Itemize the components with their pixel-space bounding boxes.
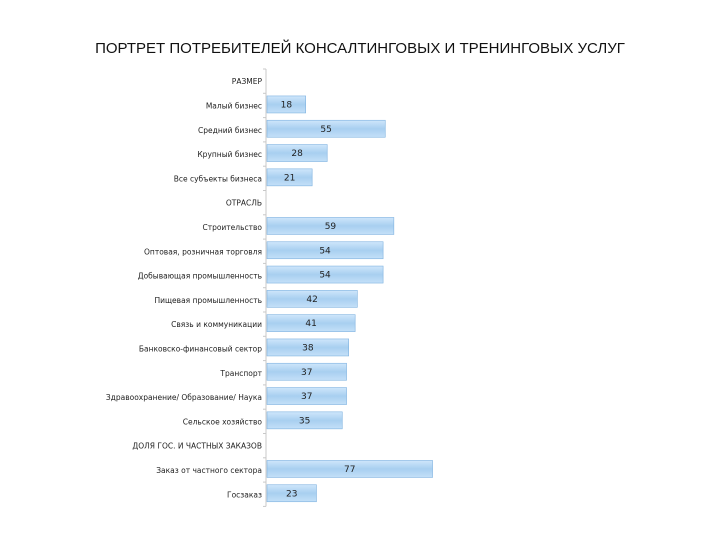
bar <box>266 144 328 162</box>
category-label: Оптовая, розничная торговля <box>144 247 262 256</box>
bar-value-label: 35 <box>299 416 310 426</box>
bar-value-label: 23 <box>286 489 297 499</box>
bar <box>266 460 433 478</box>
category-label: Все субъекты бизнеса <box>174 174 262 183</box>
bar-value-label: 55 <box>320 125 331 135</box>
category-label: Малый бизнес <box>206 101 262 110</box>
bar <box>266 290 358 308</box>
category-label: Связь и коммуникации <box>171 320 262 329</box>
bar-value-label: 37 <box>301 368 312 378</box>
bar <box>266 265 384 284</box>
section-label: ОТРАСЛЬ <box>226 199 262 208</box>
category-label: Добывающая промышленность <box>138 272 262 281</box>
bar-value-label: 77 <box>344 465 355 475</box>
bar <box>266 241 384 260</box>
category-label: Крупный бизнес <box>197 150 262 159</box>
bar-value-label: 37 <box>301 392 312 402</box>
category-label: Банковско-финансовый сектор <box>139 344 262 353</box>
bar <box>266 217 395 235</box>
bar <box>266 484 317 503</box>
chart-title: ПОРТРЕТ ПОТРЕБИТЕЛЕЙ КОНСАЛТИНГОВЫХ И ТР… <box>95 40 625 57</box>
bar-value-label: 42 <box>306 295 317 305</box>
bar <box>266 411 343 430</box>
category-label: Заказ от частного сектора <box>156 466 262 475</box>
category-label: Здравоохранение/ Образование/ Наука <box>106 393 262 402</box>
bar-value-label: 28 <box>291 149 303 159</box>
category-label: Транспорт <box>219 369 262 378</box>
bar-value-label: 59 <box>325 222 337 232</box>
bar <box>266 119 386 138</box>
category-label: Госзаказ <box>227 490 262 499</box>
bar-value-label: 21 <box>284 173 295 183</box>
category-label: Средний бизнес <box>198 126 262 135</box>
bar <box>266 95 307 114</box>
bar-value-label: 41 <box>305 319 316 329</box>
category-label: Пищевая промышленность <box>154 296 262 305</box>
bar-value-label: 54 <box>319 271 331 281</box>
bar <box>266 338 349 357</box>
section-label: РАЗМЕР <box>232 77 263 86</box>
section-label: ДОЛЯ ГОС. И ЧАСТНЫХ ЗАКАЗОВ <box>132 442 262 451</box>
bar <box>266 362 347 381</box>
bar <box>266 314 356 332</box>
bar <box>266 387 347 405</box>
bar <box>266 168 313 187</box>
category-label: Сельское хозяйство <box>183 417 263 426</box>
category-label: Строительство <box>202 223 262 232</box>
bar-value-label: 54 <box>319 246 331 256</box>
bar-value-label: 18 <box>281 100 293 110</box>
bar-value-label: 38 <box>302 343 314 353</box>
